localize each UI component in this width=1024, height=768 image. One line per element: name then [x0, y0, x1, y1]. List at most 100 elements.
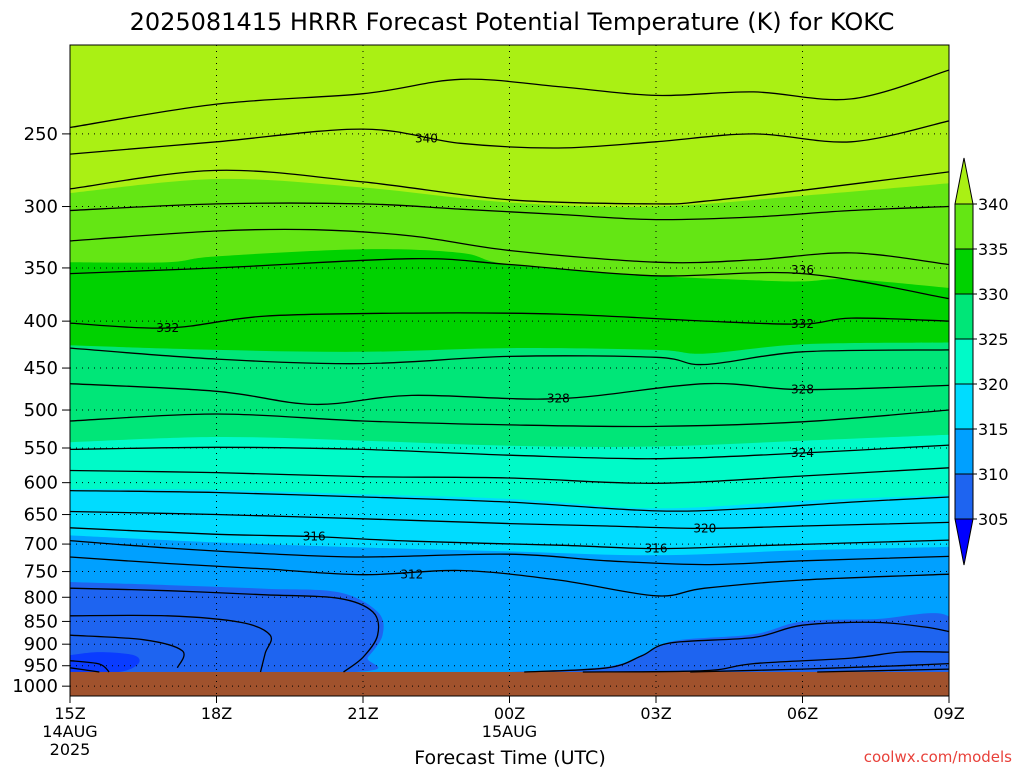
contour-label-336: 336: [791, 263, 814, 277]
contour-line-10: [70, 444, 949, 460]
contour-label-320: 320: [693, 521, 716, 535]
contour-line-12: [70, 489, 949, 512]
contour-label-text: 332: [791, 317, 814, 331]
y-axis: 2503003504004505005506006507007508008509…: [12, 124, 70, 697]
plot-area: 340 336 332 332 328 328 324 320 316 316 312: [70, 45, 949, 696]
colorbar-label: 320: [978, 375, 1009, 394]
y-tick-label: 450: [24, 358, 58, 379]
contour-line-18: [70, 614, 273, 673]
x-tick-label: 06Z: [787, 704, 818, 723]
contour-label-text: 340: [415, 132, 438, 146]
contour-label-316: 316: [645, 542, 668, 556]
contour-label-312: 312: [400, 568, 423, 582]
contour-line-9: [70, 409, 949, 428]
contour-label-332: 332: [791, 317, 814, 331]
contour-line-6: [70, 312, 949, 329]
contour-line-19: [70, 634, 185, 669]
x-tick-label: 00Z: [494, 704, 525, 723]
contour-label-text: 312: [400, 568, 423, 582]
y-tick-label: 500: [24, 400, 58, 421]
y-tick-label: 850: [24, 611, 58, 632]
contour-label-text: 332: [156, 321, 179, 335]
x-tick-date: 14AUG: [42, 722, 97, 741]
colorbar-swatch: [954, 428, 974, 475]
y-tick-label: 900: [24, 634, 58, 655]
x-tick-label: 09Z: [933, 704, 964, 723]
y-tick-label: 600: [24, 473, 58, 494]
contour-label-328: 328: [791, 383, 814, 397]
contour-line-24: [690, 662, 949, 673]
colorbar-label: 305: [978, 510, 1009, 529]
y-tick-label: 700: [24, 534, 58, 555]
contour-label-text: 328: [547, 392, 570, 406]
colorbar-legend: 305 310 315 320 325 330 335 340: [954, 157, 1009, 566]
chart-title: 2025081415 HRRR Forecast Potential Tempe…: [130, 8, 895, 36]
contour-line-23: [582, 651, 949, 673]
grid-lines: [70, 45, 949, 696]
colorbar-top-arrow: [954, 157, 974, 205]
contour-line-25: [817, 668, 949, 673]
contour-line-1: [70, 120, 949, 155]
y-tick-label: 650: [24, 505, 58, 526]
y-tick-label: 250: [24, 124, 58, 145]
colorbar-bottom-arrow: [954, 518, 974, 566]
contour-line-11: [70, 467, 949, 484]
colorbar-label: 330: [978, 285, 1009, 304]
contour-line-22: [524, 621, 949, 673]
contour-label-text: 324: [791, 446, 814, 460]
y-tick-label: 300: [24, 197, 58, 218]
contour-label-text: 316: [645, 542, 668, 556]
credit-text: coolwx.com/models: [864, 748, 1012, 766]
isentrope-contours: [70, 69, 949, 673]
contour-line-0: [70, 69, 949, 129]
colorbar-swatch: [954, 293, 974, 340]
colorbar-label: 340: [978, 195, 1009, 214]
colorbar-label: 310: [978, 465, 1009, 484]
colorbar-label: 325: [978, 330, 1009, 349]
contour-line-3: [70, 202, 949, 221]
contour-line-8: [70, 382, 949, 406]
x-tick-label: 03Z: [640, 704, 671, 723]
colorbar-swatch: [954, 383, 974, 430]
contour-line-4: [70, 228, 949, 266]
y-tick-label: 750: [24, 562, 58, 583]
colorbar-swatch: [954, 473, 974, 520]
colorbar-label: 315: [978, 420, 1009, 439]
contour-labels: 340 336 332 332 328 328 324 320 316 316 312: [156, 132, 814, 582]
x-axis-title: Forecast Time (UTC): [414, 747, 605, 768]
contour-line-15: [70, 539, 949, 566]
contour-line-5: [70, 258, 949, 300]
contour-line-13: [70, 510, 949, 530]
contour-label-332: 332: [156, 321, 179, 335]
contour-label-text: 336: [791, 263, 814, 277]
x-tick-year: 2025: [50, 740, 91, 759]
y-tick-label: 350: [24, 258, 58, 279]
colorbar-swatch: [954, 248, 974, 295]
fill-blob-2: [70, 652, 140, 673]
y-tick-label: 950: [24, 656, 58, 677]
contour-label-316: 316: [303, 530, 326, 544]
contour-line-16: [70, 556, 949, 597]
contour-label-328: 328: [547, 392, 570, 406]
contour-label-text: 316: [303, 530, 326, 544]
contour-label-340: 340: [415, 132, 438, 146]
x-tick-label: 21Z: [347, 704, 378, 723]
fill-blob-0: [70, 582, 384, 674]
contour-line-17: [70, 587, 380, 673]
y-tick-label: 1000: [12, 676, 58, 697]
y-tick-label: 800: [24, 587, 58, 608]
x-tick-date: 15AUG: [482, 722, 537, 741]
x-tick-label: 18Z: [201, 704, 232, 723]
contour-label-324: 324: [791, 446, 814, 460]
colorbar-label: 335: [978, 240, 1009, 259]
contour-line-2: [70, 169, 949, 205]
x-tick-label: 15Z: [54, 704, 85, 723]
contour-label-text: 320: [693, 521, 716, 535]
colorbar-swatch: [954, 203, 974, 250]
contour-label-text: 328: [791, 383, 814, 397]
contour-line-21: [70, 660, 110, 673]
fill-blob-1: [509, 613, 949, 672]
y-tick-label: 550: [24, 438, 58, 459]
